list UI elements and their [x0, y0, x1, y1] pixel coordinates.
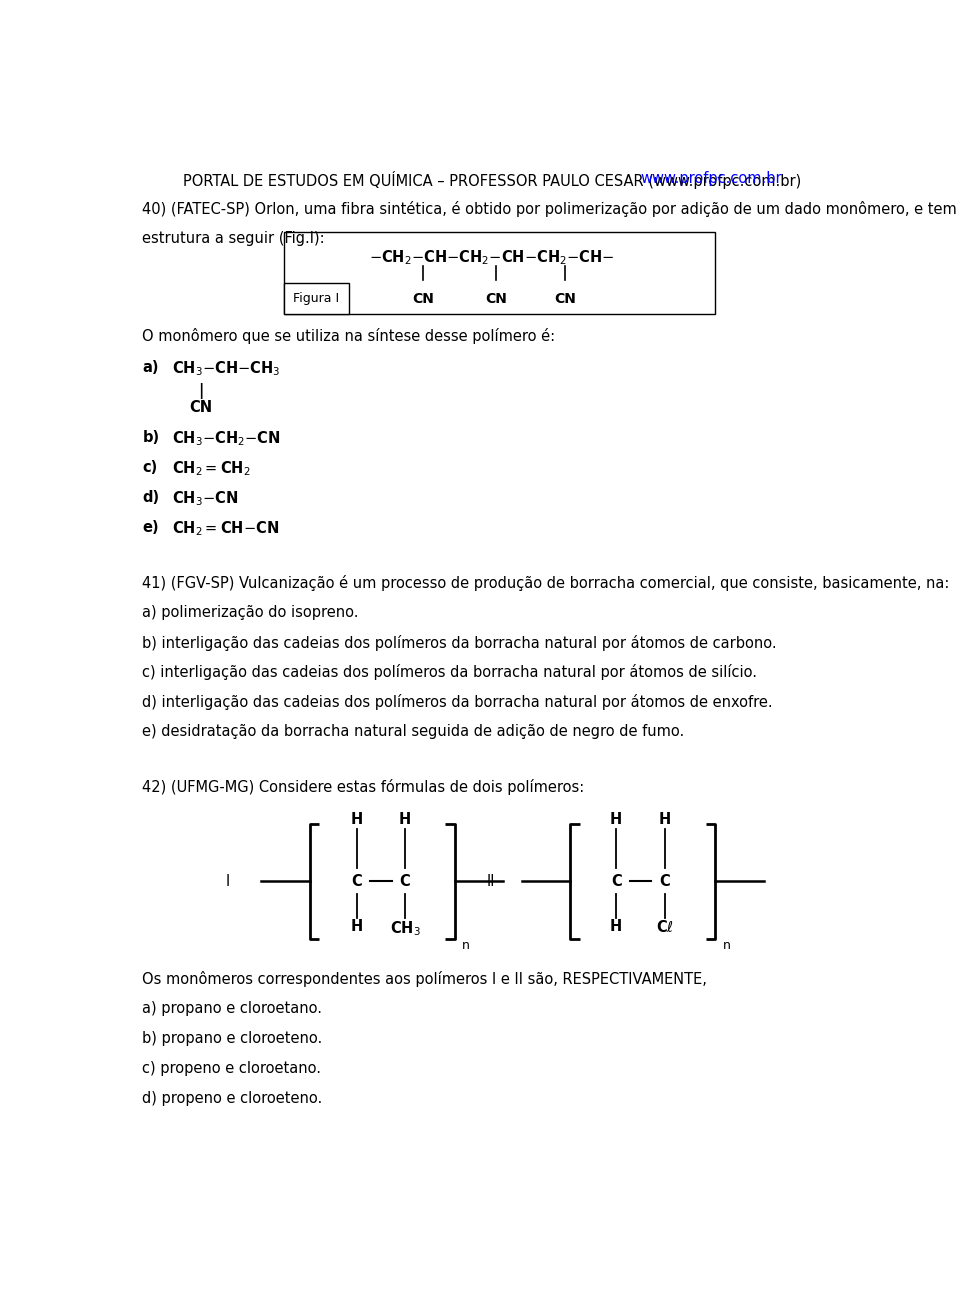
Text: 40) (FATEC-SP) Orlon, uma fibra sintética, é obtido por polimerização por adição: 40) (FATEC-SP) Orlon, uma fibra sintétic…: [142, 201, 960, 217]
Text: C: C: [399, 874, 410, 889]
Text: www.profpc.com.br: www.profpc.com.br: [640, 171, 781, 186]
Text: CN: CN: [412, 292, 434, 306]
Text: CN: CN: [189, 400, 212, 414]
Text: CH$_3$$-$CH$_2$$-$CN: CH$_3$$-$CH$_2$$-$CN: [172, 430, 280, 448]
Text: Figura I: Figura I: [294, 292, 340, 305]
Text: $-$CH$_2$$-$CH$-$CH$_2$$-$CH$-$CH$_2$$-$CH$-$: $-$CH$_2$$-$CH$-$CH$_2$$-$CH$-$CH$_2$$-$…: [370, 248, 614, 267]
Text: a): a): [142, 360, 158, 375]
Text: |: |: [198, 383, 203, 398]
Text: e): e): [142, 519, 159, 535]
Text: Os monômeros correspondentes aos polímeros I e II são, RESPECTIVAMENTE,: Os monômeros correspondentes aos polímer…: [142, 971, 708, 986]
Text: n: n: [463, 938, 470, 951]
Text: c) propeno e cloroetano.: c) propeno e cloroetano.: [142, 1060, 322, 1076]
Text: I: I: [226, 874, 230, 889]
Text: CN: CN: [554, 292, 576, 306]
Text: 42) (UFMG-MG) Considere estas fórmulas de dois polímeros:: 42) (UFMG-MG) Considere estas fórmulas d…: [142, 779, 585, 796]
Text: CH$_3$$-$CH$-$CH$_3$: CH$_3$$-$CH$-$CH$_3$: [172, 360, 280, 378]
Text: CH$_3$: CH$_3$: [390, 919, 420, 938]
Text: C: C: [351, 874, 362, 889]
Text: C: C: [611, 874, 622, 889]
Text: a) polimerização do isopreno.: a) polimerização do isopreno.: [142, 605, 359, 619]
Text: d) propeno e cloroeteno.: d) propeno e cloroeteno.: [142, 1090, 323, 1106]
Text: C: C: [660, 874, 670, 889]
Text: c): c): [142, 459, 157, 475]
Text: CN: CN: [485, 292, 507, 306]
Text: a) propano e cloroetano.: a) propano e cloroetano.: [142, 1001, 323, 1016]
Text: d): d): [142, 489, 159, 505]
Text: H: H: [611, 919, 622, 935]
Text: 41) (FGV-SP) Vulcanização é um processo de produção de borracha comercial, que c: 41) (FGV-SP) Vulcanização é um processo …: [142, 575, 949, 591]
Text: CH$_3$$-$CN: CH$_3$$-$CN: [172, 489, 238, 509]
Text: C$\ell$: C$\ell$: [656, 919, 674, 936]
Text: PORTAL DE ESTUDOS EM QUÍMICA – PROFESSOR PAULO CESAR (www.profpc.com.br): PORTAL DE ESTUDOS EM QUÍMICA – PROFESSOR…: [182, 171, 802, 188]
FancyBboxPatch shape: [284, 283, 349, 314]
Text: estrutura a seguir (Fig.I):: estrutura a seguir (Fig.I):: [142, 231, 324, 245]
Text: II: II: [487, 874, 494, 889]
Text: H: H: [611, 813, 622, 827]
Text: b) propano e cloroeteno.: b) propano e cloroeteno.: [142, 1031, 323, 1046]
Text: H: H: [350, 813, 363, 827]
FancyBboxPatch shape: [284, 232, 715, 314]
Text: H: H: [350, 919, 363, 935]
Text: c) interligação das cadeias dos polímeros da borracha natural por átomos de silí: c) interligação das cadeias dos polímero…: [142, 665, 757, 680]
Text: CH$_2$$=$CH$_2$: CH$_2$$=$CH$_2$: [172, 459, 251, 478]
Text: b): b): [142, 430, 159, 445]
Text: d) interligação das cadeias dos polímeros da borracha natural por átomos de enxo: d) interligação das cadeias dos polímero…: [142, 694, 773, 710]
Text: b) interligação das cadeias dos polímeros da borracha natural por átomos de carb: b) interligação das cadeias dos polímero…: [142, 635, 777, 650]
Text: CH$_2$$=$CH$-$CN: CH$_2$$=$CH$-$CN: [172, 519, 279, 539]
Text: e) desidratação da borracha natural seguida de adição de negro de fumo.: e) desidratação da borracha natural segu…: [142, 724, 684, 740]
Text: H: H: [398, 813, 411, 827]
Text: n: n: [723, 938, 731, 951]
Text: H: H: [659, 813, 671, 827]
Text: O monômero que se utiliza na síntese desse polímero é:: O monômero que se utiliza na síntese des…: [142, 327, 556, 344]
